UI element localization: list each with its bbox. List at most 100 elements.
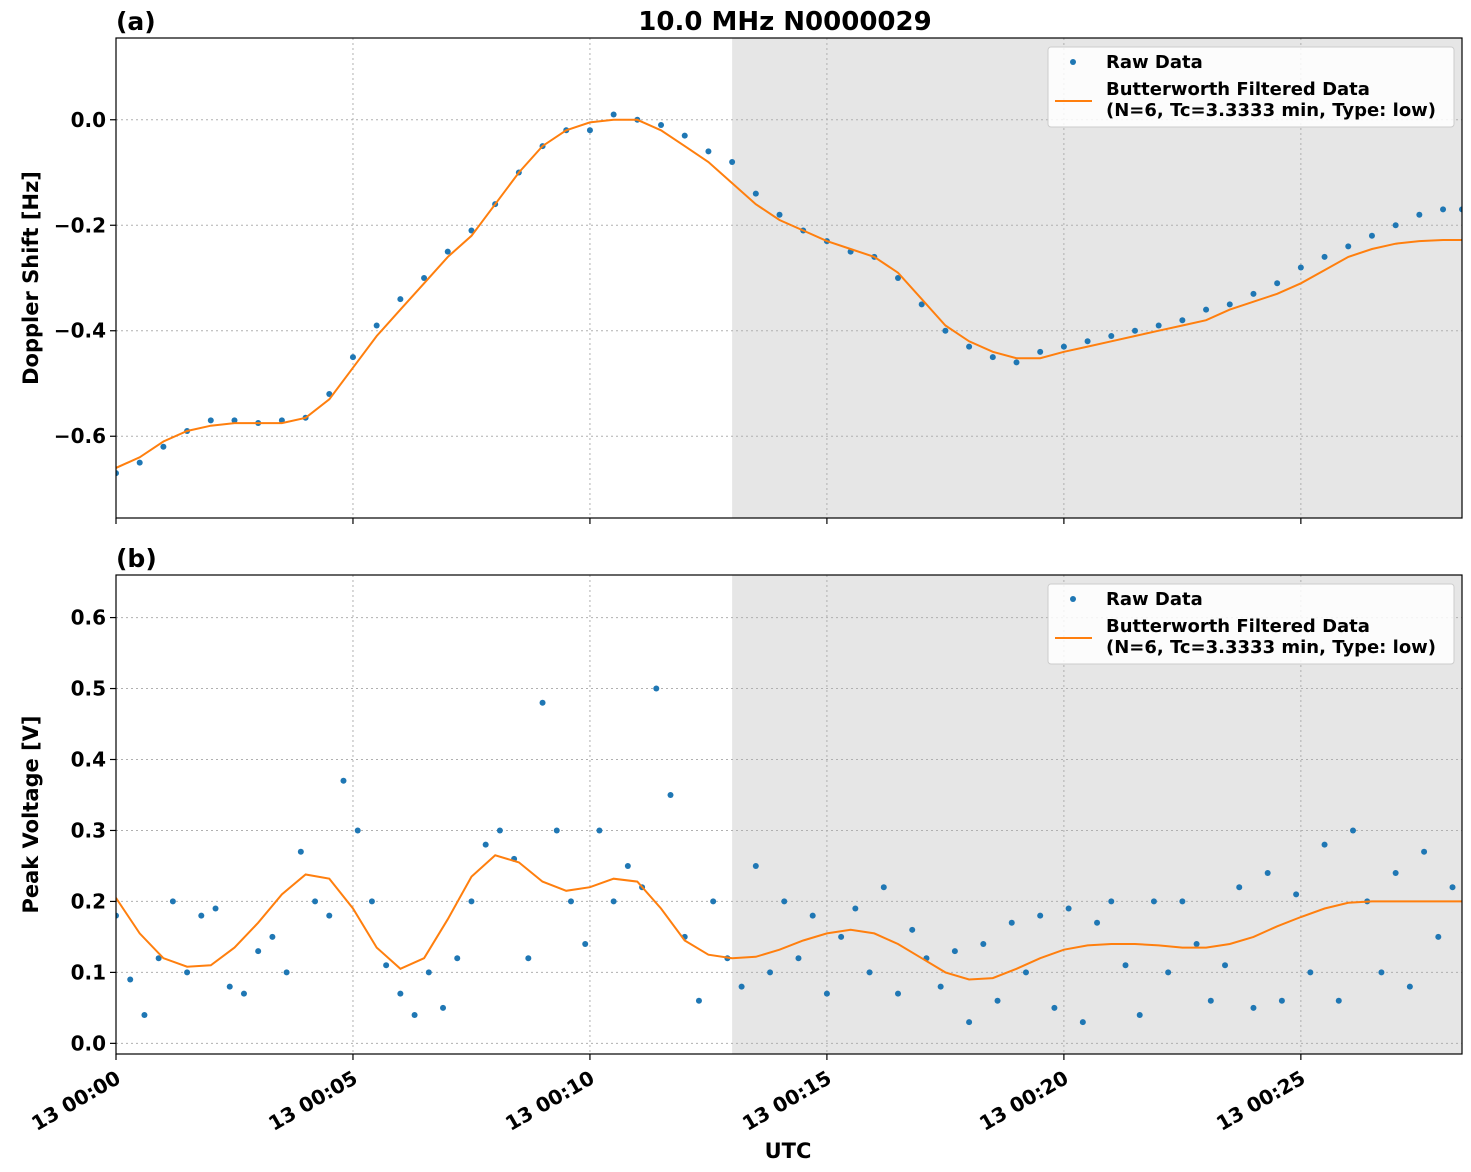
panel-b-raw-point <box>1278 997 1285 1004</box>
panel-a-ytick-label: −0.4 <box>54 319 106 343</box>
chart-title: 10.0 MHz N0000029 <box>638 7 931 37</box>
panel-b-raw-point <box>1264 870 1271 877</box>
panel-a-raw-point <box>349 354 356 361</box>
panel-a-raw-point <box>160 443 167 450</box>
panel-b-raw-point <box>169 898 176 905</box>
panel-b-raw-point <box>539 699 546 706</box>
panel-a-legend-label-filtered: Butterworth Filtered Data <box>1106 79 1370 100</box>
panel-a-legend-box <box>1047 46 1455 128</box>
panel-b-raw-point <box>1079 1019 1086 1026</box>
panel-b-raw-point <box>1293 891 1300 898</box>
panel-a-raw-point <box>729 158 736 165</box>
panel-b-raw-point <box>240 990 247 997</box>
panel-a-raw-point <box>752 190 759 197</box>
panel-b-raw-point <box>269 933 276 940</box>
panel-a-raw-point <box>1013 359 1020 366</box>
panel-b-legend-marker-raw <box>1070 596 1076 602</box>
panel-b-raw-point <box>1179 898 1186 905</box>
panel-b-raw-point <box>1122 962 1129 969</box>
panel-b-raw-point <box>297 848 304 855</box>
panel-a-raw-point <box>1459 206 1462 213</box>
panel-b-raw-point <box>525 955 532 962</box>
panel-b-raw-point <box>326 912 333 919</box>
panel-b-label: (b) <box>116 544 157 573</box>
panel-b-plot-area <box>116 685 1462 1026</box>
panel-a-raw-point <box>1297 264 1304 271</box>
panel-b-raw-point <box>440 1004 447 1011</box>
panel-a-raw-point <box>373 322 380 329</box>
panel-b: (b) 0.0 0.1 0.2 0.3 0.4 0.5 0.6 13 00:00 13 00:0… <box>19 544 1463 1136</box>
panel-b-raw-point <box>496 827 503 834</box>
panel-b-raw-point <box>1022 969 1029 976</box>
panel-a-raw-point <box>1084 338 1091 345</box>
panel-b-xtick-label: 13 00:20 <box>975 1066 1072 1136</box>
panel-b-raw-point <box>127 976 134 983</box>
panel-b-legend-label-params: (N=6, Tc=3.3333 min, Type: low) <box>1106 637 1436 658</box>
panel-b-filtered-line <box>116 854 1462 981</box>
panel-a-legend-label-raw: Raw Data <box>1106 52 1203 73</box>
panel-b-raw-point <box>1165 969 1172 976</box>
panel-b-raw-point <box>1008 919 1015 926</box>
panel-b-raw-point <box>1150 898 1157 905</box>
panel-b-raw-point <box>425 969 432 976</box>
panel-b-raw-point <box>695 997 702 1004</box>
panel-b-raw-point <box>667 791 674 798</box>
panel-a-raw-point <box>207 417 214 424</box>
panel-b-raw-point <box>852 905 859 912</box>
panel-b-raw-point <box>994 997 1001 1004</box>
panel-b-raw-point <box>1037 912 1044 919</box>
panel-b-raw-point <box>582 941 589 948</box>
panel-b-raw-point <box>1307 969 1314 976</box>
panel-b-legend-label-raw: Raw Data <box>1106 589 1203 610</box>
panel-a-raw-point <box>1416 211 1423 218</box>
x-axis-label: UTC <box>765 1139 812 1163</box>
panel-a-raw-point <box>1203 306 1210 313</box>
panel-a-raw-point <box>1226 301 1233 308</box>
panel-b-raw-point <box>411 1011 418 1018</box>
panel-a-raw-point <box>776 211 783 218</box>
panel-a-raw-point <box>1392 222 1399 229</box>
panel-b-raw-point <box>567 898 574 905</box>
panel-b-raw-point <box>781 898 788 905</box>
panel-b-raw-point <box>340 777 347 784</box>
panel-a-y-axis-label: Doppler Shift [Hz] <box>19 171 43 385</box>
panel-b-raw-point <box>255 948 262 955</box>
panel-b-xtick-label: 13 00:05 <box>264 1066 361 1136</box>
panel-b-raw-point <box>752 862 759 869</box>
panel-a-raw-point <box>895 275 902 281</box>
panel-a-raw-point <box>966 343 973 350</box>
panel-b-raw-point <box>1051 1004 1058 1011</box>
panel-b-raw-point <box>866 969 873 976</box>
panel-a-raw-point <box>705 148 712 155</box>
panel-b-axes-frame <box>115 574 1463 1055</box>
panel-b-raw-point <box>184 969 191 976</box>
panel-a-raw-point <box>1108 333 1115 340</box>
panel-a-raw-point <box>1131 327 1138 334</box>
panel-b-raw-point <box>710 898 717 905</box>
panel-b-raw-point <box>895 990 902 997</box>
panel-b-xtick-label: 13 00:15 <box>738 1066 835 1136</box>
panel-b-raw-point <box>809 912 816 919</box>
panel-a-legend-marker-raw <box>1070 59 1076 65</box>
panel-b-raw-point <box>653 685 660 692</box>
panel-b-raw-point <box>312 898 319 905</box>
panel-b-raw-point <box>1406 983 1413 990</box>
panel-a-raw-point <box>1037 348 1044 355</box>
panel-a-raw-point <box>1321 253 1328 260</box>
panel-b-xtick-label: 13 00:25 <box>1212 1066 1309 1136</box>
panel-a-raw-point <box>116 470 119 477</box>
panel-b-raw-point <box>880 884 887 891</box>
panel-b-raw-point <box>1435 933 1442 940</box>
panel-a-raw-point <box>918 301 925 308</box>
panel-b-raw-point <box>1207 997 1214 1004</box>
panel-a-raw-point <box>681 132 688 139</box>
panel-b-raw-point <box>1378 969 1385 976</box>
panel-b-raw-point <box>368 898 375 905</box>
panel-a-raw-point <box>421 275 428 281</box>
panel-a-legend-label-params: (N=6, Tc=3.3333 min, Type: low) <box>1106 100 1436 121</box>
panel-a-filtered-line <box>116 118 1462 469</box>
panel-a-raw-point <box>231 417 238 424</box>
panel-b-raw-point <box>1449 884 1456 891</box>
panel-b-raw-point <box>482 841 489 848</box>
